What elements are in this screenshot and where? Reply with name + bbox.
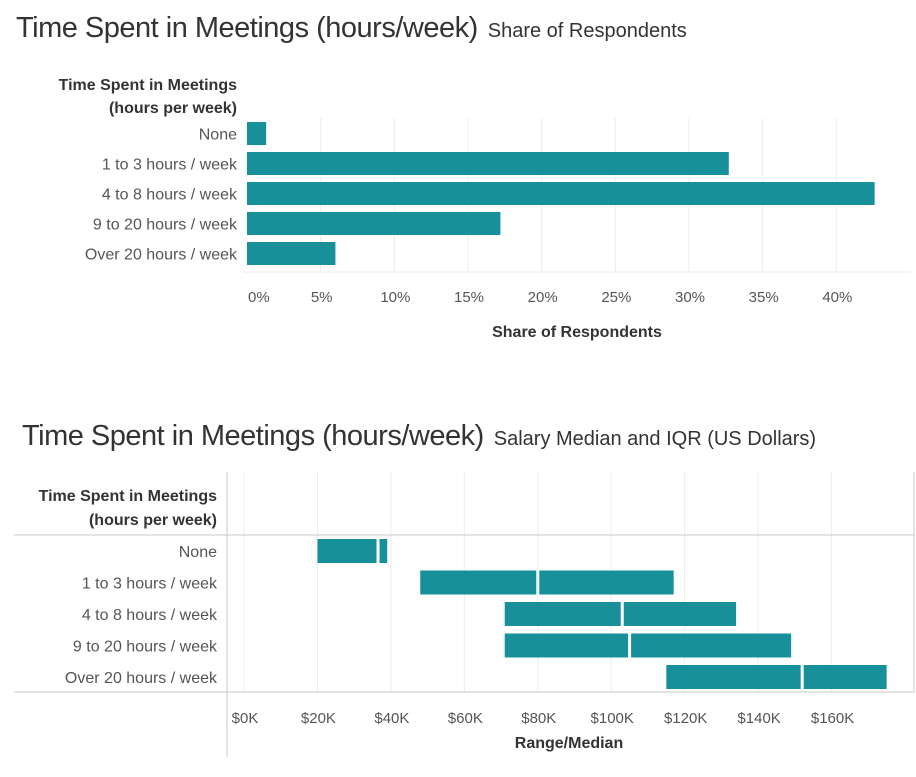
chart1-bar [247, 182, 875, 205]
chart2-bar-lower [504, 602, 621, 626]
chart1-category-label: 1 to 3 hours / week [102, 157, 238, 174]
chart2-bar-upper [631, 633, 792, 658]
chart1-x-tick-label: 30% [675, 289, 705, 306]
chart2-x-tick-label: $100K [591, 710, 634, 727]
chart1-x-tick-label: 10% [380, 289, 410, 306]
chart2-x-tick-label: $20K [301, 710, 336, 727]
chart1-x-tick-label: 35% [749, 289, 779, 306]
chart1-bar [247, 122, 267, 145]
chart1-category-label: Over 20 hours / week [85, 247, 238, 264]
chart2-title: Time Spent in Meetings (hours/week) [22, 420, 484, 452]
chart1-x-tick-label: 20% [528, 289, 558, 306]
chart1-title-block: Time Spent in Meetings (hours/week) Share… [16, 12, 687, 45]
chart2-x-tick-label: $160K [811, 710, 854, 727]
chart2-category-label: 9 to 20 hours / week [73, 639, 218, 656]
chart2-bar-lower [317, 539, 377, 563]
chart1-category-label: 4 to 8 hours / week [102, 187, 238, 204]
chart1: Time Spent in Meetings (hours per week) … [59, 77, 910, 341]
chart1-x-axis-label: Share of Respondents [492, 324, 662, 341]
chart2-bar-upper [623, 602, 737, 626]
chart2-bar-upper [803, 665, 887, 689]
chart2-bar-lower [666, 665, 801, 689]
chart2-row-header-line1: Time Spent in Meetings [39, 488, 218, 505]
chart2-row-header-line2: (hours per week) [89, 512, 217, 529]
chart1-bar [247, 152, 729, 175]
chart1-x-tick-label: 15% [454, 289, 484, 306]
chart2-title-block: Time Spent in Meetings (hours/week) Salar… [22, 420, 816, 453]
chart2-bar-upper [379, 539, 388, 563]
chart1-bars [247, 122, 875, 265]
chart2-x-tick-label: $0K [232, 710, 259, 727]
chart1-title: Time Spent in Meetings (hours/week) [16, 12, 478, 44]
chart2-category-label: Over 20 hours / week [65, 670, 218, 687]
chart1-row-header-line2: (hours per week) [109, 100, 237, 117]
chart2-x-tick-label: $60K [448, 710, 483, 727]
chart2-category-label: None [179, 544, 217, 561]
chart1-category-labels: None 1 to 3 hours / week 4 to 8 hours / we… [85, 127, 238, 264]
chart2-category-label: 1 to 3 hours / week [82, 576, 218, 593]
chart1-x-tick-label: 0% [248, 289, 270, 306]
chart1-bar [247, 212, 501, 235]
chart1-subtitle: Share of Respondents [487, 20, 687, 42]
chart2-category-label: 4 to 8 hours / week [82, 607, 218, 624]
chart1-category-label: 9 to 20 hours / week [93, 217, 238, 234]
chart2-bar-lower [420, 570, 537, 595]
chart2-x-tick-label: $40K [374, 710, 409, 727]
chart2-subtitle: Salary Median and IQR (US Dollars) [493, 428, 817, 450]
chart2-bar-upper [539, 570, 674, 595]
chart1-x-tick-label: 40% [822, 289, 852, 306]
chart2-x-ticks: $0K $20K $40K $60K $80K $100K $120K $140K $160K [232, 710, 855, 727]
chart1-x-tick-label: 5% [311, 289, 333, 306]
chart1-x-ticks: 0% 5% 10% 15% 20% 25% 30% 35% 40% [248, 289, 852, 306]
chart2-x-tick-label: $140K [737, 710, 780, 727]
chart2-x-tick-label: $120K [664, 710, 707, 727]
chart2-gridlines [243, 472, 833, 692]
chart2-category-labels: None 1 to 3 hours / week 4 to 8 hours / we… [65, 544, 218, 687]
chart2-x-axis-label: Range/Median [515, 735, 623, 752]
chart1-row-header-line1: Time Spent in Meetings [59, 77, 238, 94]
chart2-bar-lower [504, 633, 629, 658]
chart1-bar [247, 242, 336, 265]
chart1-category-label: None [199, 127, 237, 144]
chart2-x-tick-label: $80K [521, 710, 556, 727]
chart2: Time Spent in Meetings (hours per week) … [14, 472, 915, 757]
chart2-bars [317, 539, 887, 689]
chart1-x-tick-label: 25% [601, 289, 631, 306]
